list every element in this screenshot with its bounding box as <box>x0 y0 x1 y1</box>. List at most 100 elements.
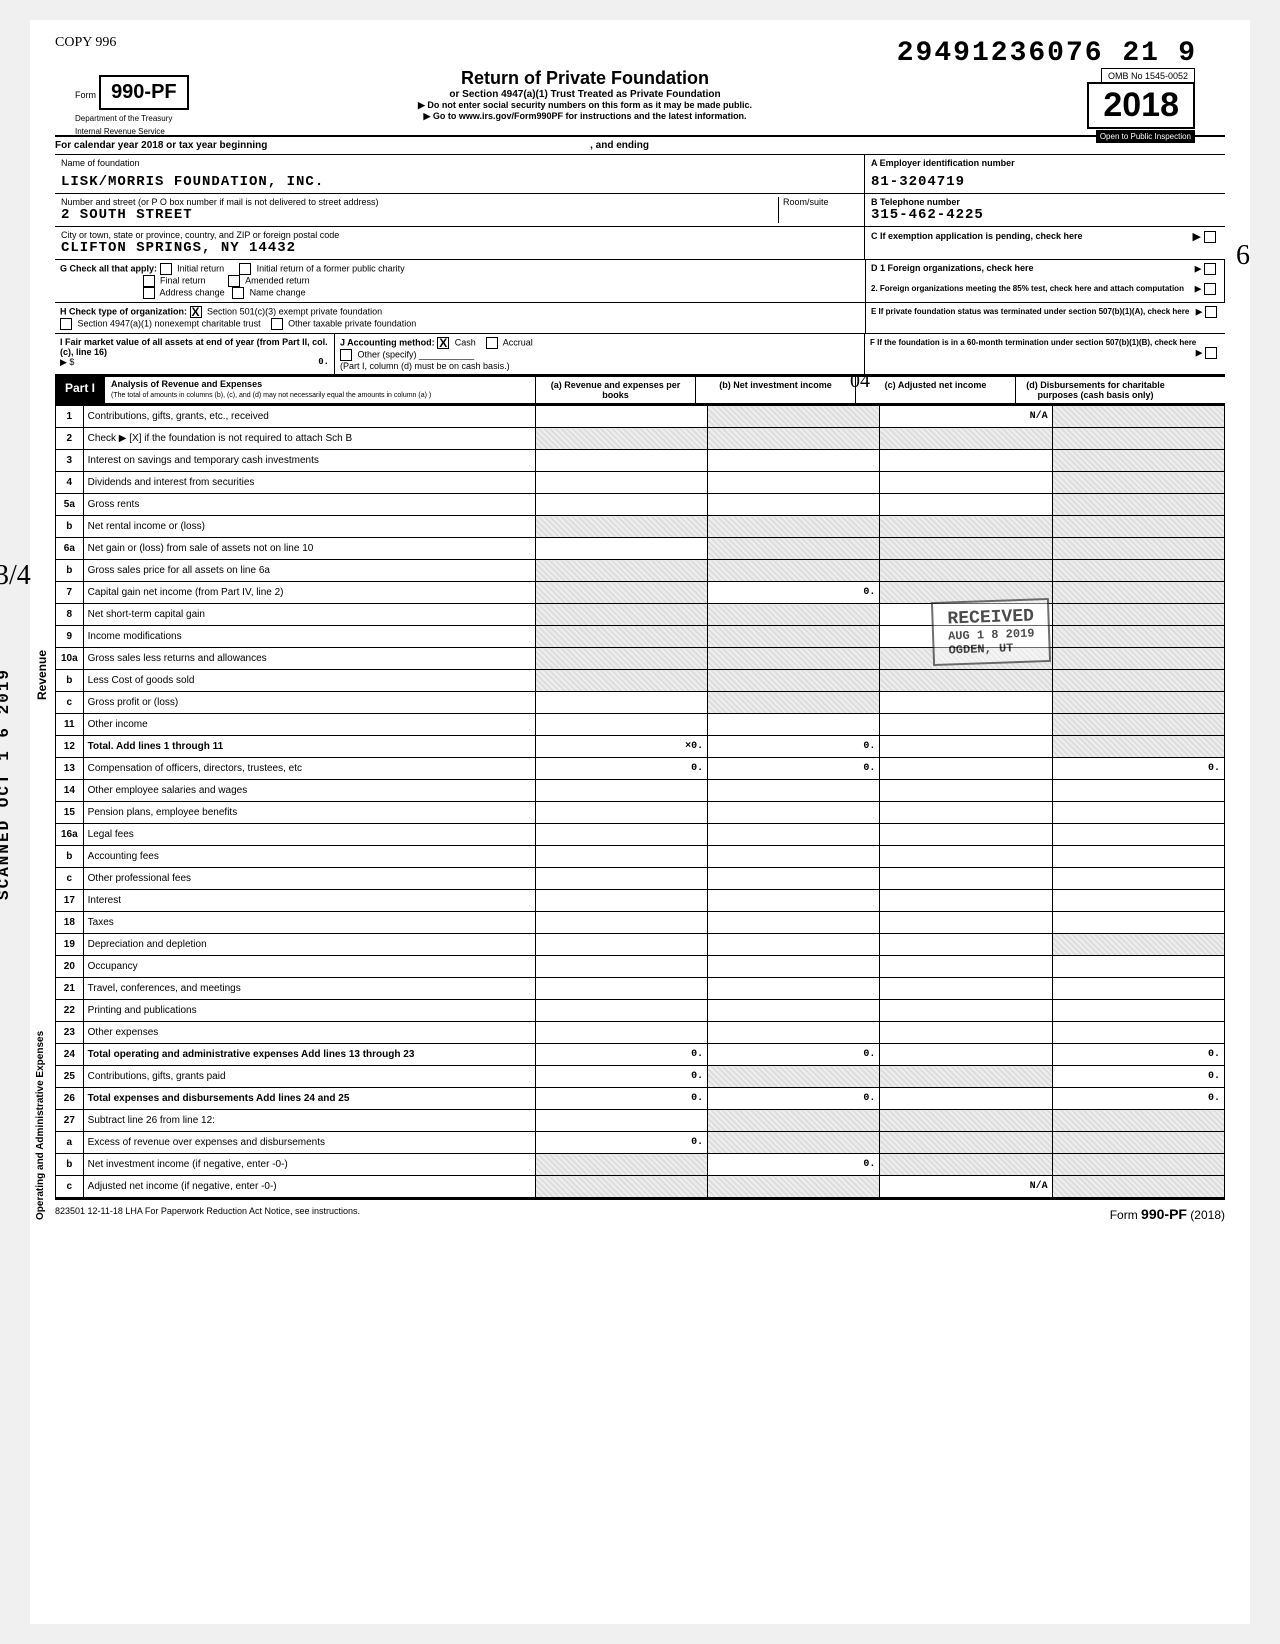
h-opt-3: Other taxable private foundation <box>288 318 416 328</box>
table-row: 6aNet gain or (loss) from sale of assets… <box>56 538 1225 560</box>
row-desc: Total expenses and disbursements Add lin… <box>83 1088 535 1110</box>
h-label: H Check type of organization: <box>60 306 187 316</box>
row-value: N/A <box>880 1176 1052 1198</box>
row-value <box>1052 582 1224 604</box>
row-number: 27 <box>56 1110 84 1132</box>
row-value: 0. <box>708 582 880 604</box>
phone-cell: B Telephone number 315-462-4225 <box>865 194 1225 227</box>
dept-treasury: Department of the Treasury <box>75 114 189 123</box>
table-row: cOther professional fees <box>56 868 1225 890</box>
row-value <box>1052 736 1224 758</box>
row-value <box>535 450 707 472</box>
row-desc: Depreciation and depletion <box>83 934 535 956</box>
row-number: 17 <box>56 890 84 912</box>
section-ij-row: I Fair market value of all assets at end… <box>55 334 1225 375</box>
f-label: F If the foundation is in a 60-month ter… <box>870 338 1196 347</box>
e-checkbox[interactable] <box>1205 306 1217 318</box>
tax-form-page: COPY 996 29491236076 21 9 OMB No 1545-00… <box>30 20 1250 1624</box>
g-address-checkbox[interactable] <box>143 287 155 299</box>
row-desc: Total. Add lines 1 through 11 <box>83 736 535 758</box>
h-4947-checkbox[interactable] <box>60 318 72 330</box>
row-value <box>535 1110 707 1132</box>
calendar-year-row: For calendar year 2018 or tax year begin… <box>55 137 1225 155</box>
row-value <box>708 1176 880 1198</box>
part1-title: Analysis of Revenue and Expenses <box>111 379 262 389</box>
j-other: Other (specify) <box>358 349 417 359</box>
row-value: 0. <box>1052 1044 1224 1066</box>
g-final-checkbox[interactable] <box>143 275 155 287</box>
row-value <box>535 1000 707 1022</box>
row-value <box>880 890 1052 912</box>
g-name-checkbox[interactable] <box>232 287 244 299</box>
row-desc: Occupancy <box>83 956 535 978</box>
row-number: 6a <box>56 538 84 560</box>
h-other-checkbox[interactable] <box>271 318 283 330</box>
g-initial-checkbox[interactable] <box>160 263 172 275</box>
row-value <box>880 934 1052 956</box>
row-desc: Accounting fees <box>83 846 535 868</box>
row-desc: Other professional fees <box>83 868 535 890</box>
j-accrual-checkbox[interactable] <box>486 337 498 349</box>
row-value <box>1052 1110 1224 1132</box>
row-value <box>1052 846 1224 868</box>
g-amended-checkbox[interactable] <box>228 275 240 287</box>
received-line3: OGDEN, UT <box>948 640 1035 657</box>
row-desc: Check ▶ [X] if the foundation is not req… <box>83 428 535 450</box>
c-checkbox[interactable] <box>1204 231 1216 243</box>
g-former-checkbox[interactable] <box>239 263 251 275</box>
row-value <box>708 780 880 802</box>
g-label: G Check all that apply: <box>60 263 157 273</box>
row-value <box>880 560 1052 582</box>
phone-label: B Telephone number <box>871 197 1219 207</box>
row-value <box>880 428 1052 450</box>
ein-label: A Employer identification number <box>871 158 1219 168</box>
row-desc: Capital gain net income (from Part IV, l… <box>83 582 535 604</box>
table-row: 14Other employee salaries and wages <box>56 780 1225 802</box>
row-number: 14 <box>56 780 84 802</box>
revenue-side-label: Revenue <box>35 650 49 700</box>
row-value <box>880 1000 1052 1022</box>
h-501c3-checkbox[interactable] <box>190 306 202 318</box>
row-number: 4 <box>56 472 84 494</box>
scan-number: 29491236076 21 <box>897 38 1160 69</box>
f-checkbox[interactable] <box>1205 347 1217 359</box>
form-title-block: Return of Private Foundation or Section … <box>370 68 800 122</box>
room-label: Room/suite <box>783 197 858 207</box>
row-value <box>1052 934 1224 956</box>
table-row: 21Travel, conferences, and meetings <box>56 978 1225 1000</box>
row-value <box>880 472 1052 494</box>
subtitle-1: or Section 4947(a)(1) Trust Treated as P… <box>370 89 800 100</box>
row-desc: Income modifications <box>83 626 535 648</box>
row-desc: Net gain or (loss) from sale of assets n… <box>83 538 535 560</box>
row-number: c <box>56 868 84 890</box>
row-value <box>880 780 1052 802</box>
row-number: b <box>56 670 84 692</box>
row-value: 0. <box>1052 1066 1224 1088</box>
name-label: Name of foundation <box>61 158 858 168</box>
table-row: bNet rental income or (loss) <box>56 516 1225 538</box>
col-d-header: (d) Disbursements for charitable purpose… <box>1015 377 1175 403</box>
row-value <box>708 450 880 472</box>
j-other-checkbox[interactable] <box>340 349 352 361</box>
part1-label: Part I <box>55 377 105 403</box>
row-desc: Dividends and interest from securities <box>83 472 535 494</box>
header-info: For calendar year 2018 or tax year begin… <box>55 135 1225 375</box>
d2-checkbox[interactable] <box>1204 283 1216 295</box>
table-row: cGross profit or (loss) <box>56 692 1225 714</box>
form-id-block: Form 990-PF Department of the Treasury I… <box>75 75 189 136</box>
row-value <box>880 1088 1052 1110</box>
section-g-row: G Check all that apply: Initial return I… <box>55 260 1225 303</box>
j-cash-checkbox[interactable] <box>437 337 449 349</box>
row-value <box>708 428 880 450</box>
section-d: D 1 Foreign organizations, check here ▶ … <box>865 260 1225 302</box>
row-value <box>1052 450 1224 472</box>
row-number: b <box>56 516 84 538</box>
row-desc: Total operating and administrative expen… <box>83 1044 535 1066</box>
g-opt-4: Amended return <box>245 275 310 285</box>
cal-year-label: For calendar year 2018 or tax year begin… <box>55 140 267 151</box>
d1-checkbox[interactable] <box>1204 263 1216 275</box>
row-desc: Adjusted net income (if negative, enter … <box>83 1176 535 1198</box>
row-value <box>708 978 880 1000</box>
row-value <box>708 714 880 736</box>
table-row: 18Taxes <box>56 912 1225 934</box>
